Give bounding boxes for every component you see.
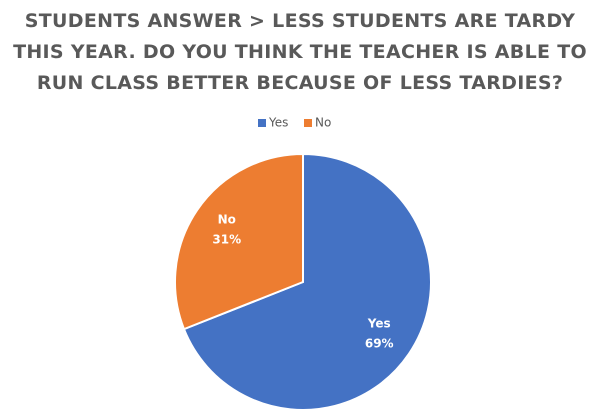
legend-swatch — [258, 119, 266, 127]
pie-slice — [174, 152, 304, 331]
slice-value-label: 31% — [212, 233, 241, 247]
pie-slice — [182, 152, 432, 411]
legend-swatch — [304, 119, 312, 127]
legend-label: Yes — [268, 116, 288, 130]
slice-category-label: No — [218, 213, 236, 227]
slice-category-label: Yes — [367, 316, 391, 330]
slice-value-label: 69% — [365, 336, 394, 350]
chart-title: STUDENTS ANSWER > LESS STUDENTS ARE TARD… — [13, 10, 587, 94]
legend-label: No — [315, 116, 331, 130]
